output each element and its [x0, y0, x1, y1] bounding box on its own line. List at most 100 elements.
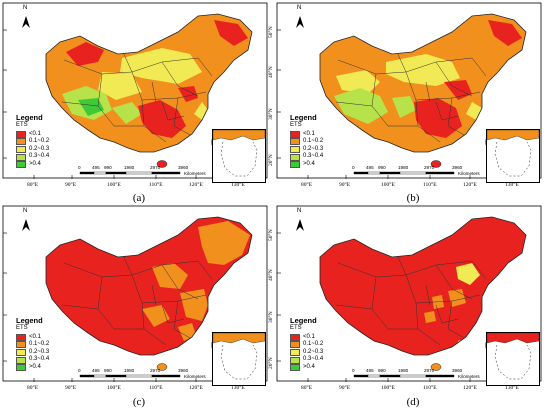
legend-swatch	[16, 364, 26, 372]
ets-zone	[198, 221, 250, 265]
legend-label: 0.1~0.2	[29, 341, 50, 348]
legend-subtitle: ETS	[290, 122, 302, 128]
scale-bar-label: 0	[78, 165, 81, 170]
legend-item: 0.1~0.2	[290, 341, 323, 349]
scale-bar-label: 495	[366, 165, 374, 170]
legend-label: 0.3~0.4	[29, 153, 50, 160]
ets-zone	[178, 86, 198, 102]
inset-canvas	[487, 333, 539, 380]
x-tick-label: 90°E	[65, 182, 77, 188]
ets-zone	[456, 263, 480, 285]
province-boundary	[405, 274, 481, 304]
legend-swatch	[290, 153, 300, 161]
scale-bar-segment	[399, 374, 427, 378]
scale-bar-label: 3960	[178, 165, 189, 170]
legend-label: <0.1	[29, 130, 41, 137]
ets-zone	[336, 70, 380, 94]
legend-swatch	[16, 146, 26, 154]
legend-item: >0.4	[16, 364, 49, 372]
inset-mainland	[213, 333, 265, 344]
legend-swatch	[16, 161, 26, 169]
legend-swatch	[290, 161, 300, 169]
legend-label: <0.1	[303, 130, 315, 137]
scale-bar-label: 990	[104, 368, 112, 373]
y-tick-label: 40°N	[268, 269, 274, 281]
legend-item: 0.2~0.3	[16, 349, 49, 357]
map-legend: Legend ETS <0.1 0.1~0.2 0.2~0.3 0.3~0.4 >0.4	[16, 113, 49, 169]
north-label: N	[297, 208, 302, 214]
x-tick-label: 80°E	[301, 385, 313, 391]
scale-bar-segment	[353, 374, 369, 378]
country-outline	[319, 13, 527, 153]
x-tick-label: 90°E	[339, 182, 351, 188]
x-tick-label: 120°E	[189, 182, 203, 188]
ets-zone	[66, 42, 104, 66]
legend-item: 0.3~0.4	[16, 153, 49, 161]
x-tick-label: 110°E	[149, 385, 163, 391]
legend-item: <0.1	[16, 131, 49, 139]
map-panel-c: N Legend ETS <0.1 0.1~0.2 0.2~0.3 0.3~0.4 >0.4 8…	[2, 205, 274, 408]
legend-item: <0.1	[290, 131, 323, 139]
x-tick-label: 120°E	[189, 385, 203, 391]
legend-item: 0.1~0.2	[16, 138, 49, 146]
inset-canvas	[487, 130, 539, 177]
x-tick-label: 130°E	[231, 385, 245, 391]
y-tick-label: 20°N	[268, 154, 274, 166]
legend-label: 0.2~0.3	[29, 348, 50, 355]
legend-label: 0.1~0.2	[29, 138, 50, 145]
scale-bar-label: 3960	[178, 368, 189, 373]
legend-swatch	[290, 364, 300, 372]
scale-bar-unit: Kilometers	[184, 171, 206, 176]
legend-title: Legend	[290, 113, 317, 122]
inset-canvas	[213, 130, 265, 177]
x-tick-label: 80°E	[27, 385, 39, 391]
province-boundary	[447, 97, 467, 137]
ets-zone	[138, 100, 186, 138]
scale-bar-segment	[105, 374, 127, 378]
province-boundary	[161, 61, 199, 97]
x-tick-label: 110°E	[423, 385, 437, 391]
inset-mainland	[487, 333, 539, 344]
legend-swatch	[290, 349, 300, 357]
legend-subtitle: ETS	[290, 325, 302, 331]
scale-bar-segment	[425, 374, 455, 378]
legend-label: 0.2~0.3	[29, 145, 50, 152]
south-china-sea-inset	[212, 332, 266, 386]
x-tick-label: 110°E	[423, 182, 437, 188]
legend-label: 0.1~0.2	[303, 341, 324, 348]
province-boundary	[447, 300, 467, 340]
legend-subtitle: ETS	[16, 122, 28, 128]
scale-bar-segment	[79, 171, 95, 175]
scale-bar-label: 1980	[124, 165, 135, 170]
ets-zone	[424, 311, 436, 323]
legend-swatch	[16, 333, 26, 341]
map-panel-b: N Legend ETS <0.1 0.1~0.2 0.2~0.3 0.3~0.4 >0.4 8…	[268, 2, 548, 205]
legend-item: 0.2~0.3	[16, 146, 49, 154]
legend-item: 0.3~0.4	[290, 356, 323, 364]
province-boundary	[131, 274, 207, 304]
province-boundary	[435, 61, 473, 97]
scale-bar-label: 1980	[398, 165, 409, 170]
scale-bar-label: 3960	[452, 368, 463, 373]
legend-swatch	[290, 333, 300, 341]
ets-zone	[386, 54, 460, 86]
map-legend: Legend ETS <0.1 0.1~0.2 0.2~0.3 0.3~0.4 >0.4	[16, 316, 49, 372]
scale-bar-segment	[367, 171, 381, 175]
legend-item: >0.4	[16, 161, 49, 169]
scale-bar-label: 990	[104, 165, 112, 170]
scale-bar-segment	[79, 374, 95, 378]
legend-label: >0.4	[303, 160, 315, 167]
province-boundary	[161, 304, 185, 324]
ets-zone	[334, 88, 388, 124]
x-tick-label: 80°E	[27, 182, 39, 188]
legend-label: <0.1	[29, 333, 41, 340]
legend-label: <0.1	[303, 333, 315, 340]
scale-bar-segment	[93, 171, 107, 175]
ets-zone	[78, 98, 104, 116]
scale-bar-label: 0	[352, 165, 355, 170]
legend-swatch	[16, 341, 26, 349]
legend-subtitle: ETS	[16, 325, 28, 331]
country-outline	[45, 13, 253, 153]
ets-zone	[392, 96, 416, 118]
map-panel-a: N Legend ETS <0.1 0.1~0.2 0.2~0.3 0.3~0.4 >0.4 8…	[2, 2, 274, 205]
